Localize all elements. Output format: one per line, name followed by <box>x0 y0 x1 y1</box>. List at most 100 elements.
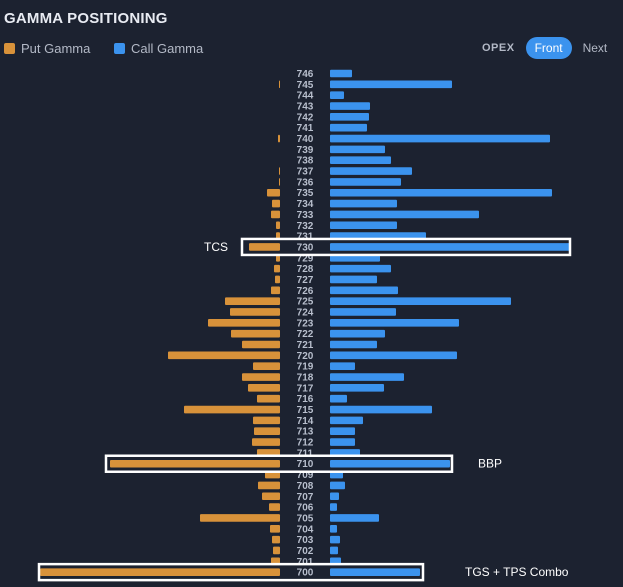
call-bar-714 <box>330 416 363 425</box>
strike-label-732: 732 <box>297 221 314 232</box>
put-bar-716 <box>257 394 280 403</box>
strike-label-717: 717 <box>297 383 314 394</box>
call-bar-716 <box>330 394 347 403</box>
tab-front[interactable]: Front <box>525 37 572 59</box>
put-bar-737 <box>279 167 280 175</box>
strike-label-738: 738 <box>297 156 314 167</box>
call-bar-726 <box>330 286 398 295</box>
put-bar-706 <box>269 503 280 511</box>
legend-item-call-gamma[interactable]: Call Gamma <box>114 41 203 56</box>
put-bar-733 <box>271 210 280 219</box>
call-bar-741 <box>330 123 367 132</box>
tab-next[interactable]: Next <box>582 41 608 55</box>
strike-label-708: 708 <box>297 481 314 492</box>
strike-label-700: 700 <box>297 568 314 579</box>
put-bar-724 <box>230 308 280 316</box>
call-bar-717 <box>330 384 384 392</box>
call-bar-700 <box>330 568 420 576</box>
strike-label-711: 711 <box>297 448 314 459</box>
legend-item-put-gamma[interactable]: Put Gamma <box>4 41 90 56</box>
strike-label-713: 713 <box>297 427 314 438</box>
call-bar-745 <box>330 80 452 89</box>
strike-label-728: 728 <box>297 264 314 275</box>
strike-label-723: 723 <box>297 318 314 329</box>
put-bar-727 <box>275 275 280 284</box>
put-bar-734 <box>272 199 280 208</box>
put-bar-708 <box>258 481 280 490</box>
annotation-box-730 <box>240 237 572 257</box>
strike-label-701: 701 <box>297 557 314 568</box>
call-bar-733 <box>330 210 479 219</box>
call-bar-722 <box>330 329 385 338</box>
call-bar-739 <box>330 145 385 154</box>
strike-label-712: 712 <box>297 438 314 449</box>
strike-label-714: 714 <box>297 416 314 427</box>
call-bar-727 <box>330 275 377 284</box>
strike-label-735: 735 <box>297 188 314 199</box>
call-bar-719 <box>330 362 355 370</box>
strike-label-704: 704 <box>297 524 314 535</box>
strike-label-719: 719 <box>297 362 314 373</box>
strike-label-739: 739 <box>297 145 314 156</box>
put-gamma-swatch <box>4 43 15 54</box>
call-bar-702 <box>330 546 338 555</box>
put-bar-717 <box>248 384 280 392</box>
strike-label-705: 705 <box>297 513 314 524</box>
tab-opex[interactable]: OPEX <box>482 42 515 54</box>
call-bar-708 <box>330 481 345 490</box>
strike-label-703: 703 <box>297 535 314 546</box>
put-bar-714 <box>253 416 280 425</box>
put-bar-719 <box>253 362 280 370</box>
call-bar-742 <box>330 113 369 121</box>
put-bar-728 <box>274 264 280 273</box>
put-bar-730 <box>249 243 280 251</box>
expiry-tabs: OPEX Front Next <box>471 36 616 60</box>
put-bar-725 <box>225 297 280 305</box>
annotation-label-700: TGS + TPS Combo <box>465 565 569 579</box>
call-bar-703 <box>330 535 340 544</box>
strike-label-744: 744 <box>297 91 314 102</box>
put-bar-721 <box>242 340 280 349</box>
strike-label-736: 736 <box>297 177 314 188</box>
strike-label-715: 715 <box>297 405 314 416</box>
legend-label-put-gamma: Put Gamma <box>21 41 91 56</box>
put-bar-715 <box>184 405 280 414</box>
call-bar-734 <box>330 199 397 208</box>
strike-label-745: 745 <box>297 80 314 91</box>
strike-label-718: 718 <box>297 373 314 384</box>
strike-label-710: 710 <box>297 459 314 470</box>
annotation-label-730: TCS <box>204 240 228 254</box>
put-bar-718 <box>242 373 280 381</box>
strike-label-734: 734 <box>297 199 314 210</box>
strike-label-737: 737 <box>297 167 314 178</box>
put-bar-723 <box>208 319 280 327</box>
call-bar-736 <box>330 178 401 186</box>
strike-label-730: 730 <box>297 242 314 253</box>
put-bar-740 <box>278 134 280 143</box>
call-bar-718 <box>330 373 404 381</box>
call-bar-728 <box>330 264 391 273</box>
strike-label-720: 720 <box>297 351 314 362</box>
strike-label-722: 722 <box>297 329 314 340</box>
strike-label-729: 729 <box>297 253 314 264</box>
call-bar-735 <box>330 188 552 197</box>
strike-label-721: 721 <box>297 340 314 351</box>
call-bar-746 <box>330 69 352 78</box>
call-bar-723 <box>330 319 459 327</box>
call-bar-730 <box>330 243 570 251</box>
strike-label-706: 706 <box>297 503 314 514</box>
put-bar-700 <box>40 568 280 576</box>
call-bar-725 <box>330 297 511 305</box>
call-bar-715 <box>330 405 432 414</box>
call-bar-743 <box>330 102 370 110</box>
call-bar-705 <box>330 514 379 522</box>
legend-label-call-gamma: Call Gamma <box>131 41 204 56</box>
call-bar-738 <box>330 156 391 165</box>
call-bar-724 <box>330 308 396 316</box>
put-bar-735 <box>267 188 280 197</box>
put-bar-704 <box>270 524 280 533</box>
strike-label-716: 716 <box>297 394 314 405</box>
call-bar-713 <box>330 427 355 436</box>
annotation-box-710 <box>104 454 454 473</box>
